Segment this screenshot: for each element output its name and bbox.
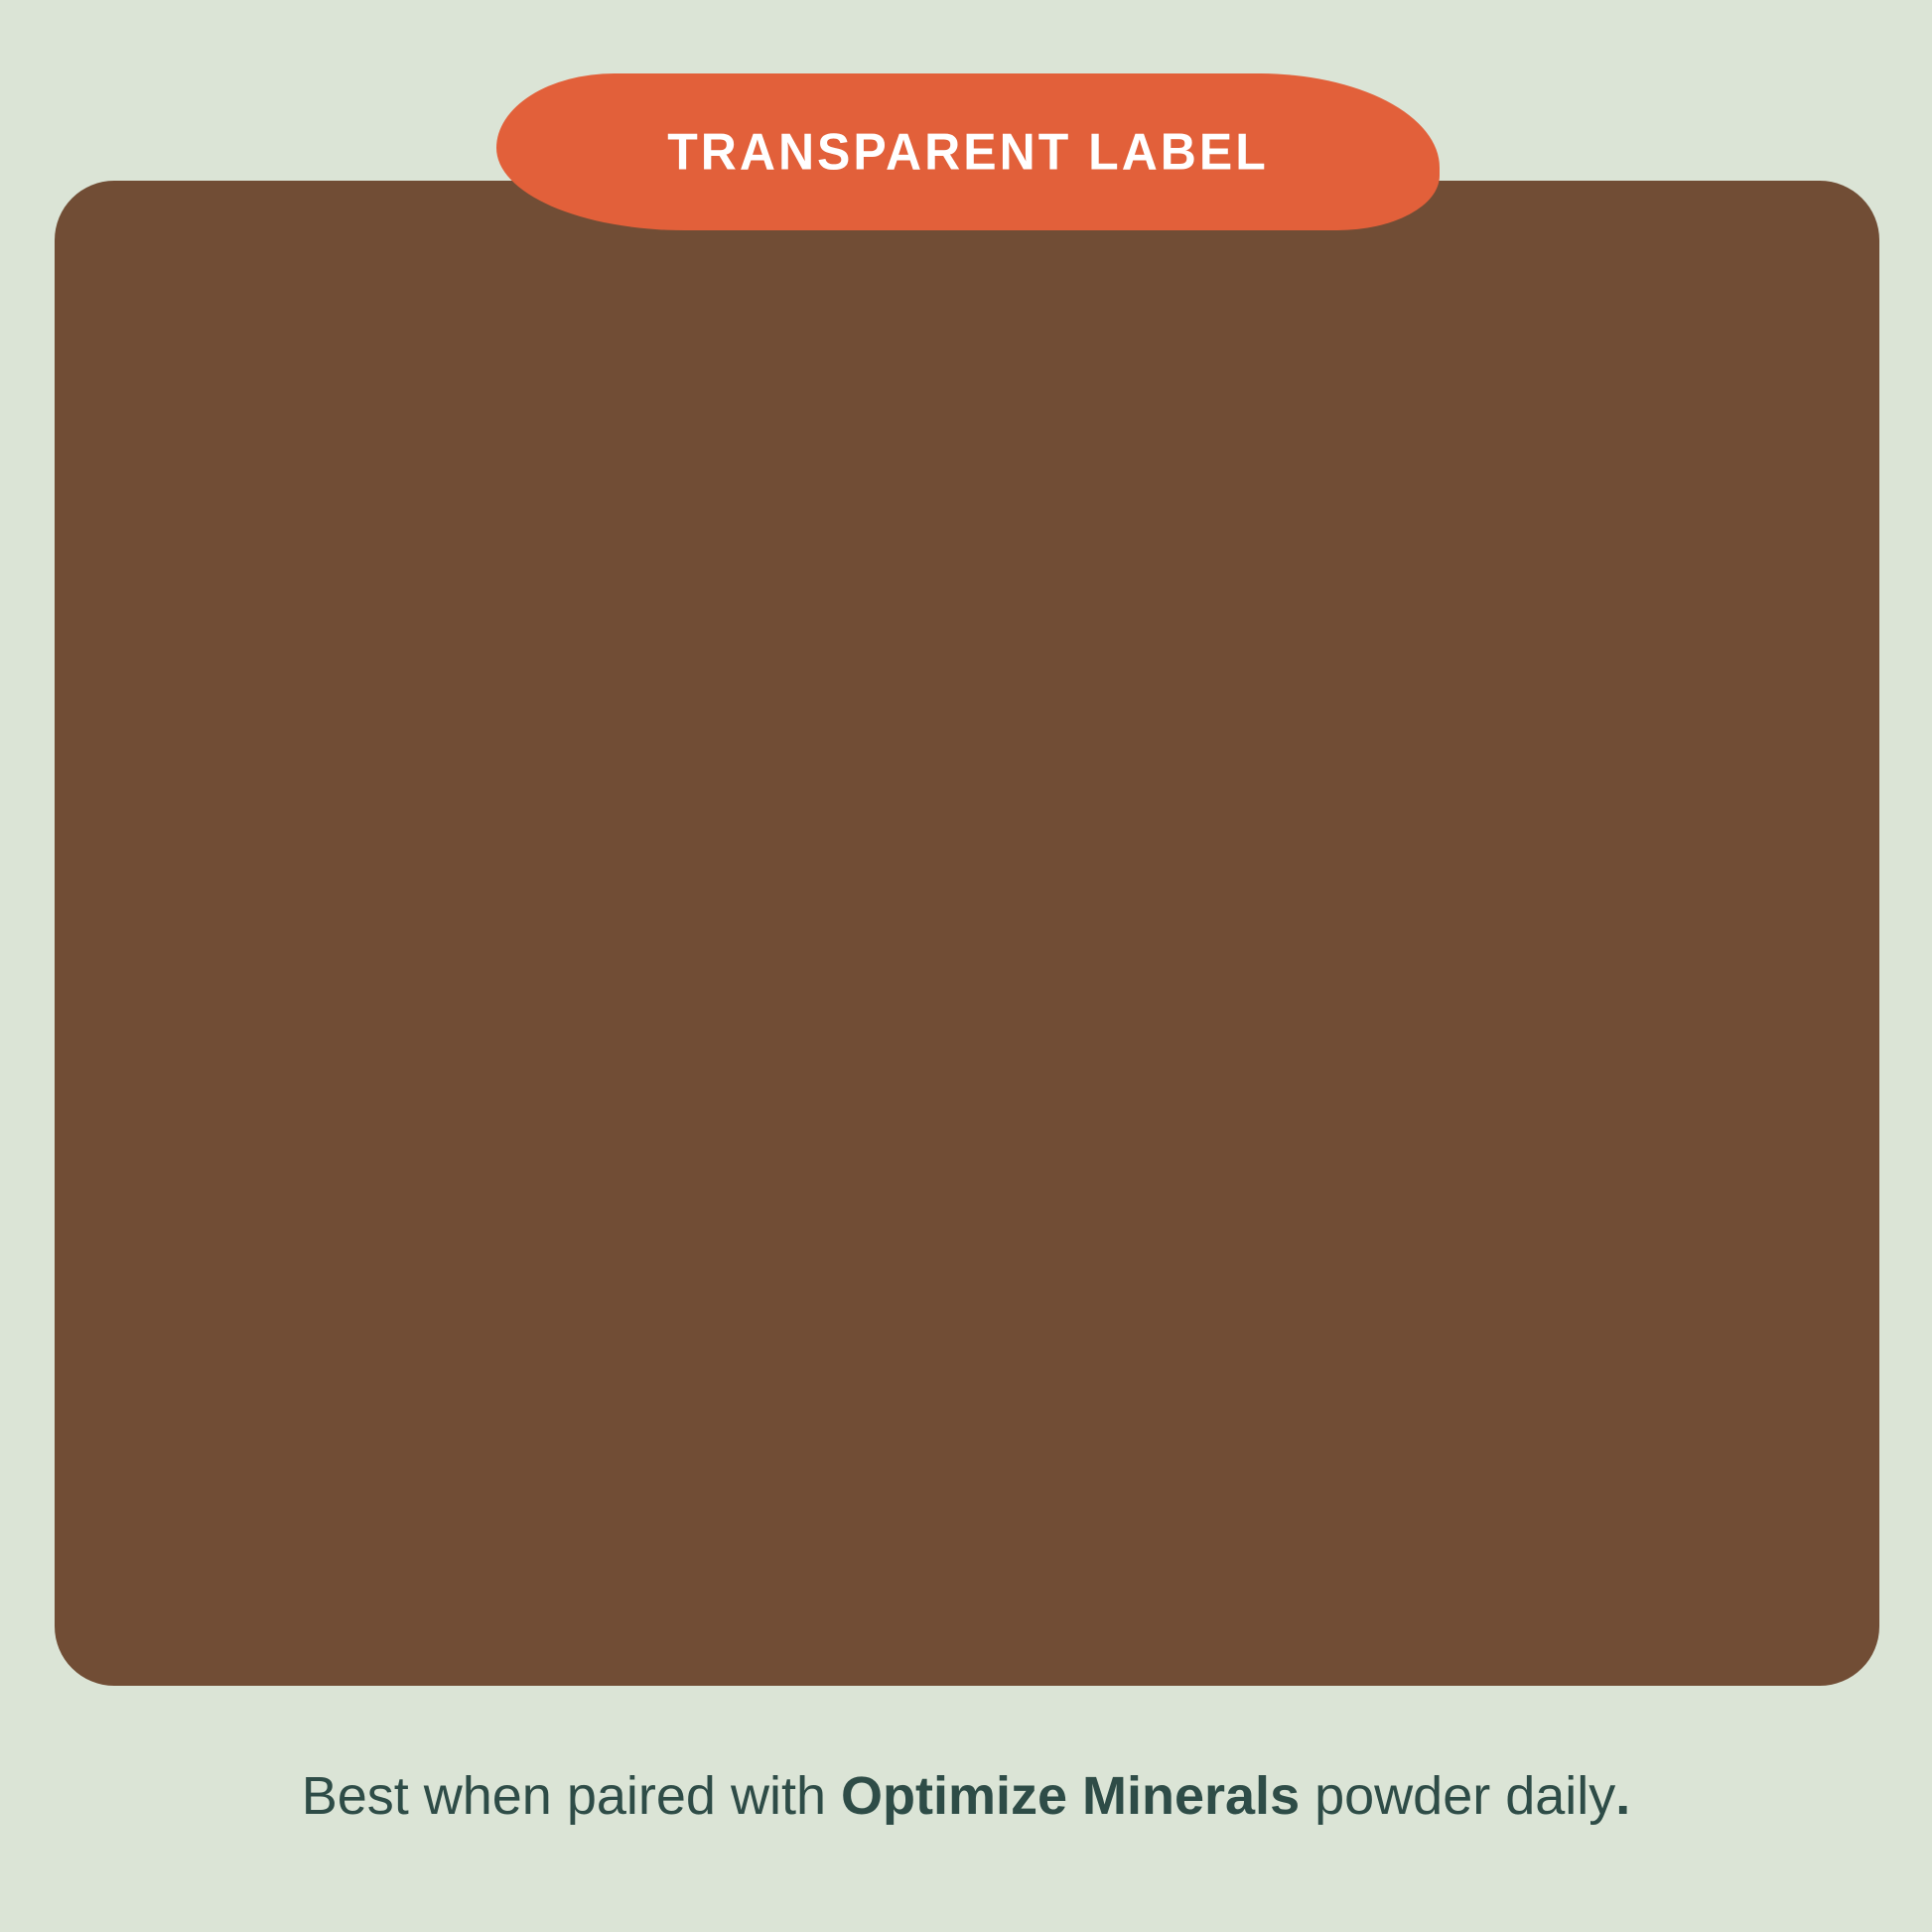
footer-pairing-note: Best when paired with Optimize Minerals … (301, 1766, 1631, 1826)
label-panel (55, 181, 1879, 1686)
banner-title: TRANSPARENT LABEL (667, 122, 1269, 182)
transparent-label-banner: TRANSPARENT LABEL (496, 73, 1440, 230)
product-name: Optimize Minerals (840, 1766, 1301, 1826)
